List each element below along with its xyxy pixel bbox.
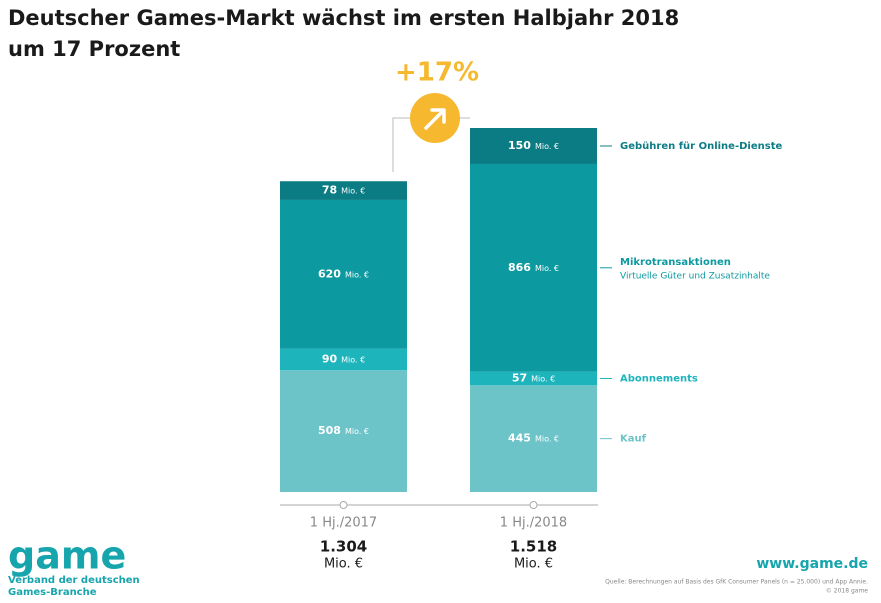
chart-title: um 17 Prozent: [8, 37, 180, 61]
total-label: 1.304: [320, 538, 367, 556]
value-label: 78 Mio. €: [322, 184, 365, 197]
value-unit: Mio. €: [535, 263, 559, 272]
axis-dot: [529, 501, 538, 509]
legend-label: Gebühren für Online-Dienste: [620, 141, 782, 152]
value-label: 57 Mio. €: [512, 371, 555, 384]
value-label: 90 Mio. €: [322, 352, 365, 365]
value-unit: Mio. €: [341, 186, 365, 195]
bar-segment: [280, 199, 407, 349]
connector: [392, 117, 410, 172]
chart-title: Deutscher Games-Markt wächst im ersten H…: [8, 6, 679, 30]
source: Quelle: Berechnungen auf Basis des GfK C…: [605, 579, 868, 586]
value-label: 866 Mio. €: [508, 261, 559, 274]
bar-segment: [470, 371, 597, 386]
value-number: 508: [318, 424, 341, 437]
logo-tagline: Games-Branche: [8, 587, 97, 598]
value-number: 90: [322, 352, 338, 365]
total-unit: Mio. €: [324, 557, 363, 572]
value-label: 508 Mio. €: [318, 424, 369, 437]
value-number: 57: [512, 371, 527, 384]
value-unit: Mio. €: [341, 355, 365, 364]
legend-label: Abonnements: [620, 373, 698, 384]
bar-segment: [470, 163, 597, 372]
legend-subtitle: Virtuelle Güter und Zusatzinhalte: [620, 271, 770, 281]
website: www.game.de: [756, 556, 868, 572]
value-unit: Mio. €: [535, 141, 559, 150]
value-number: 445: [508, 432, 531, 445]
legend-label: Mikrotransaktionen: [620, 257, 731, 268]
value-number: 620: [318, 267, 341, 280]
arrow-icon: [424, 108, 446, 130]
logo: game: [8, 534, 126, 578]
value-unit: Mio. €: [531, 374, 555, 383]
x-tick-label: 1 Hj./2018: [500, 516, 567, 531]
x-tick-label: 1 Hj./2017: [310, 516, 377, 531]
value-label: 150 Mio. €: [508, 139, 559, 152]
value-unit: Mio. €: [535, 434, 559, 443]
value-label: 620 Mio. €: [318, 267, 369, 280]
value-number: 150: [508, 139, 531, 152]
bar-segment: [470, 385, 597, 492]
value-unit: Mio. €: [345, 270, 369, 279]
total-label: 1.518: [510, 538, 557, 556]
logo-tagline: Verband der deutschen: [8, 575, 140, 586]
axis-dot: [339, 501, 348, 509]
legend-label: Kauf: [620, 434, 647, 445]
bar-segment: [280, 348, 407, 371]
value-number: 866: [508, 261, 531, 274]
bar-segment: [470, 128, 597, 164]
total-unit: Mio. €: [514, 557, 553, 572]
growth-label: +17%: [395, 58, 479, 88]
value-number: 78: [322, 184, 337, 197]
value-label: 445 Mio. €: [508, 432, 559, 445]
value-unit: Mio. €: [345, 427, 369, 436]
copyright: © 2018 game: [826, 588, 868, 595]
bar-segment: [280, 370, 407, 492]
bar-segment: [280, 181, 407, 200]
